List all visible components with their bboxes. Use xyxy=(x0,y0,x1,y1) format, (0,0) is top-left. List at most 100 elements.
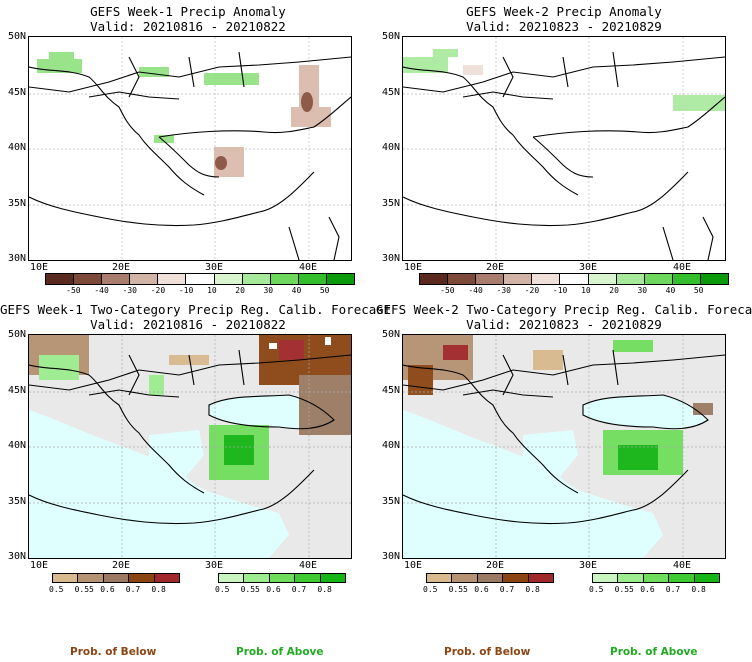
colorbar-segment xyxy=(186,274,215,284)
lat-label: 50N xyxy=(7,329,26,340)
lon-label: 40E xyxy=(673,262,692,273)
colorbar-tick-label: 20 xyxy=(235,286,245,295)
colorbar-tick-label: -30 xyxy=(496,286,511,295)
colorbar-segment xyxy=(219,574,245,582)
anomaly-colorbar-week2-ticks: -50 -40 -30 -20 -10 10 20 30 40 50 xyxy=(419,286,729,296)
colorbar-tick-label: 0.6 xyxy=(100,585,115,594)
colorbar-segment xyxy=(427,574,453,582)
legend-prob-above-week1: Prob. of Above xyxy=(236,646,324,658)
anomaly-colorbar-week1-ticks: -50 -40 -30 -20 -10 10 20 30 40 50 xyxy=(45,286,355,296)
colorbar-segment xyxy=(672,274,701,284)
colorbar-tick-label: -10 xyxy=(178,286,194,295)
colorbar-tick-label: -40 xyxy=(468,286,483,295)
lat-label: 50N xyxy=(7,31,26,42)
lon-label: 10E xyxy=(404,560,423,571)
panel1-title-valid: Valid: 20210816 - 20210822 xyxy=(90,19,286,34)
lon-label: 20E xyxy=(112,560,131,571)
colorbar-segment xyxy=(694,574,720,582)
lat-label: 50N xyxy=(381,329,400,340)
lat-label: 30N xyxy=(381,253,400,264)
lat-label: 45N xyxy=(7,385,26,396)
colorbar-tick-label: 50 xyxy=(693,286,704,295)
lat-label: 35N xyxy=(7,496,26,507)
colorbar-tick-label: -20 xyxy=(524,286,540,295)
colorbar-segment xyxy=(269,574,296,582)
colorbar-tick-label: 0.6 xyxy=(266,585,281,594)
colorbar-tick-label: 20 xyxy=(609,286,619,295)
panel4-title-valid: Valid: 20210823 - 20210829 xyxy=(466,317,662,332)
panel4-title-main: GEFS Week-2 Two-Category Precip Reg. Cal… xyxy=(376,302,752,317)
panel3-title-valid: Valid: 20210816 - 20210822 xyxy=(90,317,286,332)
lon-label: 20E xyxy=(112,262,131,273)
lon-label: 40E xyxy=(299,560,318,571)
lon-label: 10E xyxy=(30,560,49,571)
colorbar-tick-label: 0.8 xyxy=(525,585,540,594)
colorbar-tick-label: 0.6 xyxy=(640,585,655,594)
above-colorbar-week1 xyxy=(218,573,346,583)
colorbar-segment xyxy=(503,574,529,582)
above-colorbar-week1-ticks: 0.5 0.55 0.6 0.7 0.8 xyxy=(215,585,346,595)
lon-label: 20E xyxy=(486,560,505,571)
panel1-title: GEFS Week-1 Precip Anomaly Valid: 202108… xyxy=(0,4,376,34)
colorbar-segment xyxy=(528,574,554,582)
colorbar-segment xyxy=(154,574,180,582)
colorbar-tick-label: 0.7 xyxy=(291,585,307,594)
colorbar-segment xyxy=(532,274,561,284)
lat-label: 35N xyxy=(7,198,26,209)
colorbar-tick-label: 50 xyxy=(319,286,330,295)
colorbar-tick-label: 30 xyxy=(263,286,274,295)
legend-prob-above-week2: Prob. of Above xyxy=(610,646,698,658)
colorbar-tick-label: 40 xyxy=(665,286,676,295)
map-panel-week1-anomaly xyxy=(28,36,352,261)
colorbar-segment xyxy=(700,274,729,284)
below-colorbar-week1-ticks: 0.5 0.55 0.6 0.7 0.8 xyxy=(49,585,180,595)
lat-label: 40N xyxy=(381,440,400,451)
colorbar-tick-label: -50 xyxy=(66,286,81,295)
colorbar-tick-label: 0.8 xyxy=(151,585,166,594)
colorbar-segment xyxy=(295,574,321,582)
legend-prob-below-week1: Prob. of Below xyxy=(70,646,157,658)
colorbar-tick-label: 10 xyxy=(581,286,591,295)
colorbar-tick-label: 0.55 xyxy=(614,585,634,594)
colorbar-tick-label: 0.7 xyxy=(665,585,681,594)
colorbar-segment xyxy=(476,274,505,284)
colorbar-tick-label: 0.5 xyxy=(423,585,438,594)
lat-label: 50N xyxy=(381,31,400,42)
colorbar-tick-label: 0.55 xyxy=(448,585,468,594)
lon-label: 30E xyxy=(579,560,598,571)
colorbar-tick-label: 40 xyxy=(291,286,302,295)
lon-label: 30E xyxy=(579,262,598,273)
legend-prob-below-week2: Prob. of Below xyxy=(444,646,531,658)
colorbar-segment xyxy=(78,574,104,582)
lon-label: 30E xyxy=(205,560,224,571)
colorbar-tick-label: 10 xyxy=(207,286,217,295)
panel4-title: GEFS Week-2 Two-Category Precip Reg. Cal… xyxy=(376,302,752,332)
panel2-title-main: GEFS Week-2 Precip Anomaly xyxy=(466,4,662,19)
colorbar-tick-label: 0.5 xyxy=(215,585,230,594)
lat-label: 45N xyxy=(381,87,400,98)
colorbar-tick-label: -50 xyxy=(440,286,455,295)
colorbar-tick-label: 0.5 xyxy=(589,585,604,594)
map-panel-week2-anomaly xyxy=(402,36,726,261)
colorbar-segment xyxy=(214,274,243,284)
lat-label: 35N xyxy=(381,496,400,507)
colorbar-tick-label: 0.55 xyxy=(74,585,94,594)
lat-label: 40N xyxy=(7,440,26,451)
lat-label: 35N xyxy=(381,198,400,209)
lat-label: 45N xyxy=(7,87,26,98)
anomaly-colorbar-week1 xyxy=(45,273,355,285)
colorbar-segment xyxy=(270,274,299,284)
colorbar-segment xyxy=(477,574,504,582)
colorbar-segment xyxy=(53,574,79,582)
lat-label: 40N xyxy=(7,142,26,153)
colorbar-segment xyxy=(669,574,695,582)
lon-label: 40E xyxy=(673,560,692,571)
colorbar-segment xyxy=(129,574,155,582)
panel2-title: GEFS Week-2 Precip Anomaly Valid: 202108… xyxy=(376,4,752,34)
lat-label: 30N xyxy=(381,551,400,562)
colorbar-segment xyxy=(46,274,75,284)
colorbar-segment xyxy=(320,574,346,582)
colorbar-tick-label: 0.5 xyxy=(49,585,64,594)
colorbar-tick-label: 0.6 xyxy=(474,585,489,594)
colorbar-segment xyxy=(504,274,533,284)
